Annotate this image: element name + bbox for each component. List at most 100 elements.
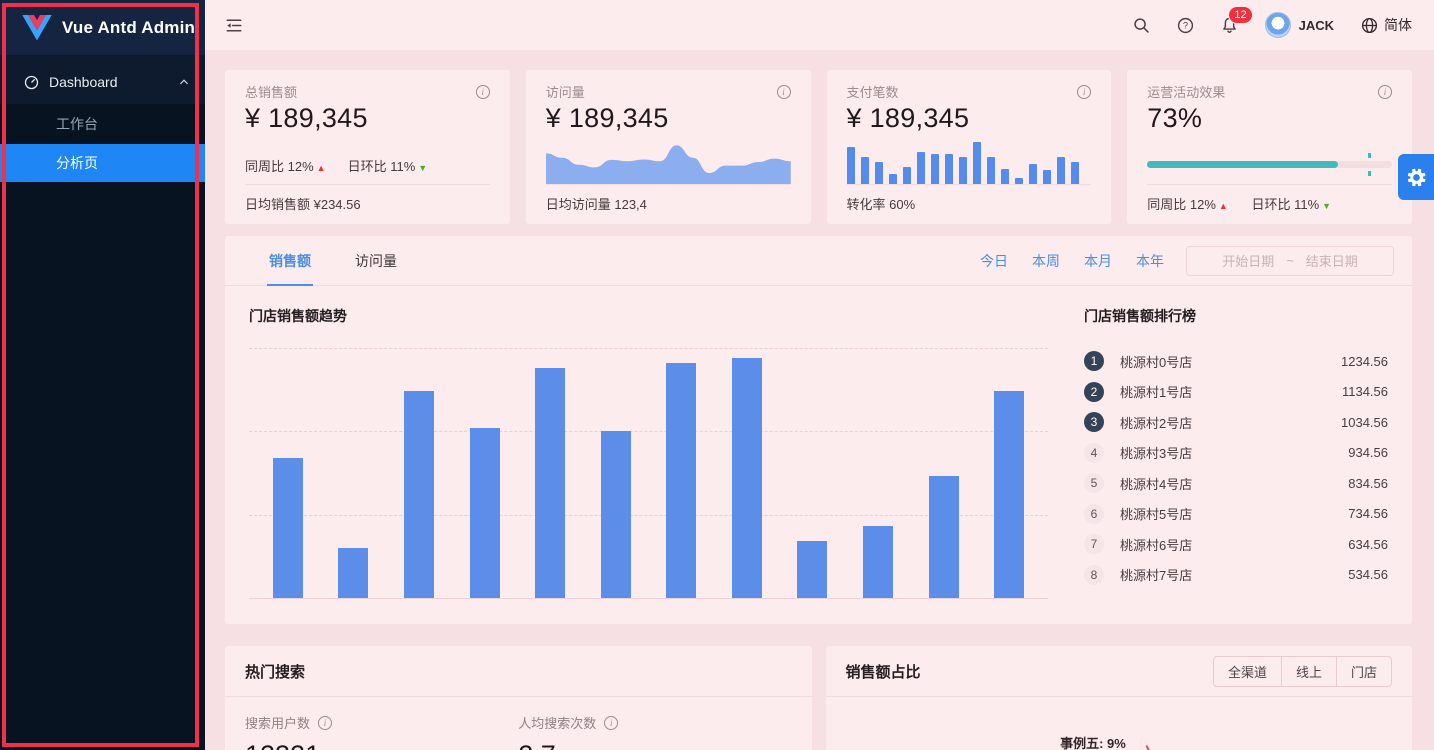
bar [994,390,1025,598]
stat-card-activity: 运营活动效果 i 73% 同周比 12% ▲ 日环比 11% ▼ [1127,70,1412,224]
mini-bar [986,156,995,184]
info-icon[interactable]: i [475,84,490,99]
sidebar: Vue Antd Admin Dashboard 工作台 分析页 [0,0,205,750]
store-name: 桃源村0号店 [1120,354,1193,370]
store-sales-value: 1134.56 [1341,384,1388,400]
trend-down-icon: ▼ [1322,201,1332,211]
user-name: JACK [1298,17,1334,33]
date-quick-filters: 今日 本周 本月 本年 [980,251,1164,271]
sales-ratio-pie-chart: 事例五: 9% [826,697,1413,750]
stat-number: 2.7 [518,740,556,750]
list-item: 7 桃源村6号店 634.56 [1084,529,1388,560]
stat-footer: 日均访问量 123,4 [545,184,791,224]
help-icon[interactable]: ? [1177,16,1195,34]
mini-bar [1014,178,1023,184]
stat-value: ¥ 189,345 [846,103,970,133]
stat-label: 搜索用户数 [245,716,311,731]
search-users-stat: 搜索用户数 i 12321 71.2 ▲ [245,713,518,750]
language-label: 简体 [1384,17,1412,33]
dashboard-icon [24,75,39,90]
progress-target-marker [1367,153,1371,158]
stat-card-visits: 访问量 i ¥ 189,345 日均访问量 123,4 [525,70,811,224]
pie-slice-label: 事例五: 9% [1060,736,1126,750]
notification-bell[interactable]: 12 [1221,7,1252,34]
menu-fold-icon[interactable] [225,16,243,34]
sidebar-item-workbench[interactable]: 工作台 [56,116,98,132]
range-separator: ~ [1286,253,1294,268]
store-sales-value: 534.56 [1348,567,1388,583]
ranking-title: 门店销售额排行榜 [1084,308,1196,324]
filter-month[interactable]: 本月 [1084,252,1112,269]
stat-footer: 同周比 12% ▲ 日环比 11% ▼ [1147,184,1392,224]
search-per-user-stat: 人均搜索次数 i 2.7 71.2 ▼ [518,713,791,750]
info-icon[interactable]: i [318,715,333,730]
bar [338,548,369,598]
channel-store-button[interactable]: 门店 [1335,655,1392,687]
channel-online-button[interactable]: 线上 [1280,655,1337,687]
list-item: 3 桃源村2号店 1034.56 [1084,407,1388,438]
visits-area-chart [545,145,791,184]
sales-panel: 销售额 访问量 今日 本周 本月 本年 开始日期 ~ 结束日期 门店销售额趋势 [225,236,1412,624]
dashboard-submenu: 工作台 分析页 [0,104,205,750]
tab-sales[interactable]: 销售额 [267,236,313,286]
list-item: 6 桃源村5号店 734.56 [1084,499,1388,530]
stat-title: 运营活动效果 [1147,85,1226,100]
rank-badge: 1 [1084,351,1104,372]
settings-button[interactable] [1398,154,1434,200]
app-logo-row[interactable]: Vue Antd Admin [0,0,205,55]
payments-minibar-chart [846,134,1092,184]
page-content: 总销售额 i ¥ 189,345 同周比 12% ▲ 日环比 11% ▼ 日均销售额… [205,50,1434,750]
stat-value: 73% [1147,103,1203,133]
mini-bar [958,156,967,184]
filter-week[interactable]: 本周 [1032,252,1060,269]
stat-number: 12321 [245,740,320,750]
store-sales-value: 1234.56 [1341,353,1388,369]
app-title: Vue Antd Admin [62,17,196,37]
rank-badge: 8 [1084,564,1104,585]
sales-ratio-card: 销售额占比 全渠道 线上 门店 事例五: 9% [825,646,1413,750]
info-icon[interactable]: i [776,84,791,99]
store-sales-value: 634.56 [1348,536,1388,552]
progress-target-marker [1367,171,1371,176]
filter-year[interactable]: 本年 [1136,252,1164,269]
hot-search-card: 热门搜索 搜索用户数 i 12321 71.2 ▲ 人均搜索次数 [225,646,812,750]
store-name: 桃源村3号店 [1120,446,1193,462]
filter-today[interactable]: 今日 [980,252,1008,269]
store-name: 桃源村4号店 [1120,476,1193,492]
bar [731,358,762,598]
progress-fill [1147,161,1339,168]
chart-title: 门店销售额趋势 [249,308,347,324]
search-icon[interactable] [1133,16,1151,34]
list-item: 1 桃源村0号店 1234.56 [1084,346,1388,377]
top-header: ? 12 JACK 简体 [205,0,1434,50]
store-sales-value: 934.56 [1348,445,1388,461]
rank-badge: 3 [1084,412,1104,433]
svg-text:?: ? [1183,20,1188,31]
bottom-cards-row: 热门搜索 搜索用户数 i 12321 71.2 ▲ 人均搜索次数 [225,646,1412,750]
stat-value: ¥ 189,345 [545,103,669,133]
bar [928,475,959,598]
sidebar-item-label: Dashboard [49,74,118,90]
info-icon[interactable]: i [604,715,619,730]
info-icon[interactable]: i [1378,84,1392,99]
user-menu[interactable]: JACK [1264,12,1334,38]
mini-bar [1070,161,1079,184]
stat-cards-row: 总销售额 i ¥ 189,345 同周比 12% ▲ 日环比 11% ▼ 日均销售额… [225,70,1412,224]
sidebar-item-analysis[interactable]: 分析页 [0,144,205,182]
tab-visits[interactable]: 访问量 [355,252,397,269]
channel-all-button[interactable]: 全渠道 [1212,655,1282,687]
stat-value: ¥ 189,345 [245,103,368,133]
avatar [1264,12,1291,38]
info-icon[interactable]: i [1077,84,1092,99]
date-range-picker[interactable]: 开始日期 ~ 结束日期 [1186,245,1394,276]
sidebar-item-dashboard[interactable]: Dashboard [0,61,205,103]
gear-icon [1407,168,1425,186]
store-name: 桃源村5号店 [1120,507,1193,523]
mini-bar [860,156,869,184]
ranking-list: 1 桃源村0号店 1234.56 2 桃源村1号店 1134.56 3 桃源村2号店 1034.… [1084,346,1388,590]
store-sales-value: 1034.56 [1341,414,1388,430]
rank-badge: 2 [1084,381,1104,402]
store-name: 桃源村7号店 [1120,568,1193,584]
mini-bar [846,146,855,184]
language-switcher[interactable]: 简体 [1360,15,1412,35]
